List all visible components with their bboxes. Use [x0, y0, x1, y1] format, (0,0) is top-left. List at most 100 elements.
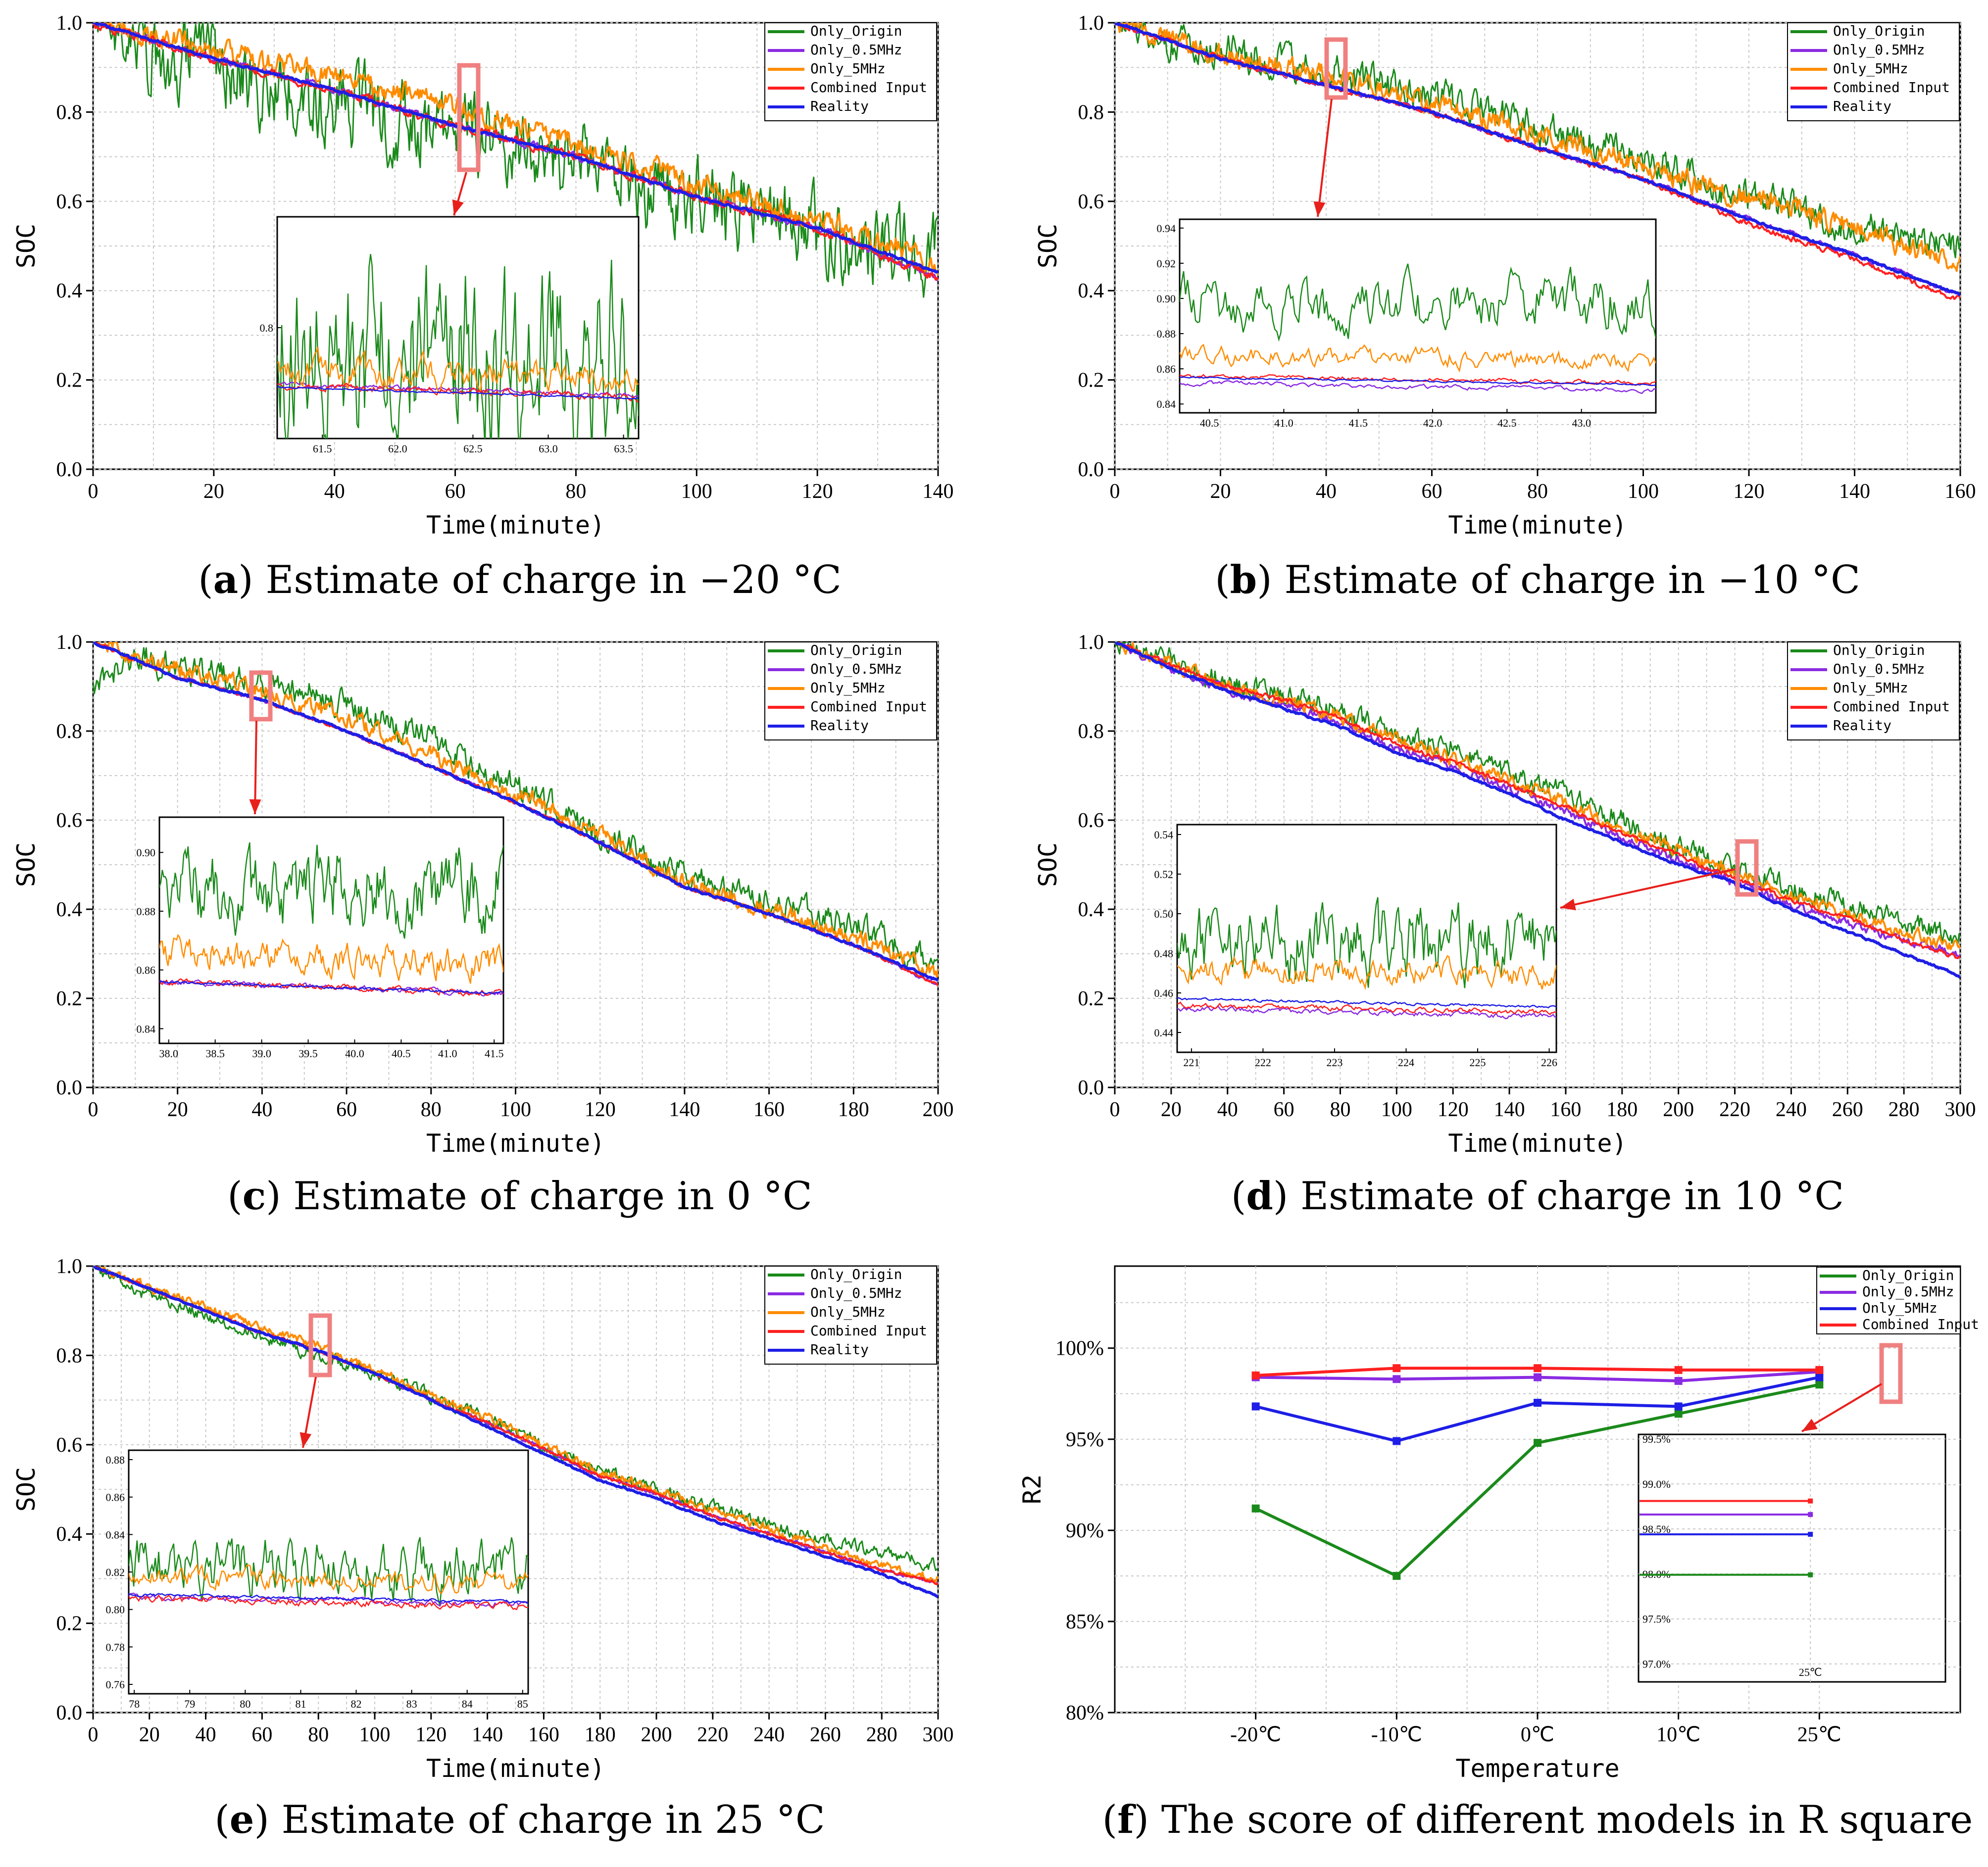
- x-tick-label: 100: [1381, 1098, 1412, 1121]
- caption-paren: (: [1215, 558, 1230, 602]
- inset-x-tick-label: 40.0: [345, 1047, 364, 1060]
- x-tick-label: 280: [1889, 1098, 1920, 1121]
- y-tick-label: 1.0: [56, 12, 83, 35]
- legend-label: Only_Origin: [1862, 1267, 1954, 1284]
- inset-series-line-Only_0.5MHz: [129, 1592, 528, 1608]
- y-tick-label: 0.4: [56, 280, 83, 302]
- inset-y-tick-label: 0.84: [106, 1528, 125, 1541]
- y-tick-label: 0.0: [56, 1702, 83, 1724]
- inset-y-tick-label: 0.88: [137, 905, 156, 918]
- chart-f: -20℃ -10℃ 0℃ 10℃ 25℃ 80% 85% 90% 95% 100% Temperat…: [1018, 1265, 1979, 1783]
- series-marker-Only_5MHz: [1534, 1399, 1541, 1407]
- series-line-Only_5MHz: [1115, 642, 1960, 950]
- series-group: [1115, 642, 1960, 979]
- y-tick-label: 0.8: [1078, 101, 1104, 124]
- inset-series-line-Reality: [277, 386, 639, 400]
- series-line-Only_5MHz: [93, 1266, 938, 1583]
- series-line-Reality: [1115, 23, 1960, 296]
- legend-label: Only_Origin: [1833, 642, 1925, 659]
- legend-label: Only_0.5MHz: [810, 661, 902, 678]
- x-tick-label: 300: [923, 1723, 954, 1746]
- x-axis-label: Time(minute): [1448, 1129, 1627, 1158]
- y-tick-label: 95%: [1066, 1428, 1104, 1451]
- inset-y-tick-label: 0.86: [137, 964, 156, 977]
- zoom-arrow: [1317, 98, 1333, 217]
- caption-c: (c) Estimate of charge in 0 °C: [227, 1174, 812, 1219]
- caption-paren: ): [1257, 558, 1272, 602]
- y-tick-label: 0.4: [1078, 280, 1104, 302]
- inset-y-tick-label: 97.5%: [1642, 1613, 1671, 1625]
- y-tick-label: 0.0: [56, 1077, 83, 1099]
- inset-frame: [128, 1449, 529, 1695]
- x-tick-label: 25℃: [1797, 1723, 1841, 1746]
- inset-series-line-Only_0.5MHz: [1180, 380, 1656, 394]
- x-tick-label: 40: [1217, 1098, 1238, 1121]
- zoom-arrow-head: [1802, 1419, 1818, 1431]
- x-tick-label: 60: [445, 480, 466, 503]
- y-axis-label: SOC: [1034, 842, 1062, 887]
- inset-series-line-Combined Input: [129, 1594, 528, 1611]
- series-marker-Combined Input: [1534, 1364, 1541, 1373]
- zoom-highlight: [1324, 37, 1348, 100]
- caption-paren: (: [1102, 1798, 1117, 1842]
- inset-y-tick-label: 0.80: [106, 1604, 125, 1616]
- legend-label: Only_0.5MHz: [1833, 661, 1925, 678]
- zoom-arrow-head: [1560, 898, 1576, 911]
- inset-y-tick-label: 0.86: [106, 1491, 125, 1504]
- legend-box: [1787, 22, 1960, 121]
- inset-series-line-Reality: [129, 1593, 528, 1604]
- legend-label: Only_5MHz: [1833, 60, 1908, 77]
- series-marker-Only_Origin: [1674, 1410, 1683, 1418]
- inset-series-group: [1180, 263, 1656, 394]
- series-marker-Only_0.5MHz: [1392, 1375, 1401, 1383]
- legend-label: Combined Input: [1833, 698, 1950, 715]
- caption-paren: (: [214, 1798, 229, 1842]
- x-tick-label: 140: [669, 1098, 700, 1121]
- zoom-arrow-head: [452, 199, 464, 215]
- inset-d: 221 222 223 224 225 226 0.44 0.46 0.48 0.50 0.52 0.…: [1154, 824, 1557, 1069]
- x-tick-label: 100: [681, 480, 712, 503]
- inset-b: 40.5 41.0 41.5 42.0 42.5 43.0 0.84 0.86 0.88 0.90…: [1157, 218, 1657, 429]
- y-axis-label: SOC: [1034, 224, 1062, 268]
- chart-d: 0 20 40 60 80 100 120 140 160 180 200 220 240 260 280 3…: [1034, 631, 1976, 1158]
- y-tick-label: 0.4: [56, 898, 83, 921]
- series-marker-Only_Origin: [1392, 1572, 1401, 1580]
- inset-x-tick-label: 82: [351, 1698, 362, 1710]
- x-tick-label: 260: [1832, 1098, 1863, 1121]
- inset-series-line-Reality: [1177, 997, 1556, 1009]
- inset-series-line-Only_Origin: [1180, 263, 1656, 342]
- legend-label: Only_Origin: [810, 1266, 902, 1283]
- inset-x-tick-label: 39.0: [252, 1047, 271, 1060]
- caption-label: e: [230, 1797, 254, 1842]
- inset-series-group: [1177, 897, 1556, 1020]
- series-line-Reality: [93, 23, 938, 274]
- legend-label: Combined Input: [810, 79, 927, 96]
- x-tick-label: 20: [1161, 1098, 1182, 1121]
- inset-marker-Only_0.5MHz: [1808, 1512, 1813, 1517]
- x-tick-label: 80: [565, 480, 586, 503]
- x-tick-label: 260: [810, 1723, 841, 1746]
- x-tick-label: 20: [1210, 480, 1231, 503]
- inset-y-tick-label: 0.48: [1154, 947, 1174, 960]
- zoom-arrow-head: [299, 1432, 312, 1448]
- zoom-highlight: [1879, 1343, 1903, 1404]
- x-tick-label: 240: [1776, 1098, 1807, 1121]
- y-tick-label: 0.6: [1078, 809, 1104, 832]
- x-tick-label: 80: [308, 1723, 329, 1746]
- legend-label: Only_5MHz: [810, 680, 886, 696]
- x-tick-label: 120: [585, 1098, 616, 1121]
- legend-box: [764, 1266, 937, 1365]
- inset-x-tick-label: 223: [1326, 1056, 1342, 1069]
- legend-label: Only_5MHz: [810, 60, 886, 77]
- x-tick-label: 160: [753, 1098, 785, 1121]
- caption-paren: ): [1134, 1798, 1149, 1842]
- caption-b: (b) Estimate of charge in −10 °C: [1215, 557, 1860, 602]
- caption-paren: (: [1231, 1174, 1246, 1219]
- x-tick-label: 140: [472, 1723, 503, 1746]
- inset-x-tick-label: 41.5: [1349, 417, 1368, 429]
- x-tick-label: 120: [802, 480, 833, 503]
- chart-b: 0 20 40 60 80 100 120 140 160 0.0 0.2 0.4 0.6 0.8 1.0 T…: [1034, 12, 1976, 540]
- inset-series-line-Only_5MHz: [1180, 344, 1656, 373]
- inset-y-tick-label: 0.84: [137, 1023, 156, 1035]
- caption-label: b: [1230, 557, 1257, 602]
